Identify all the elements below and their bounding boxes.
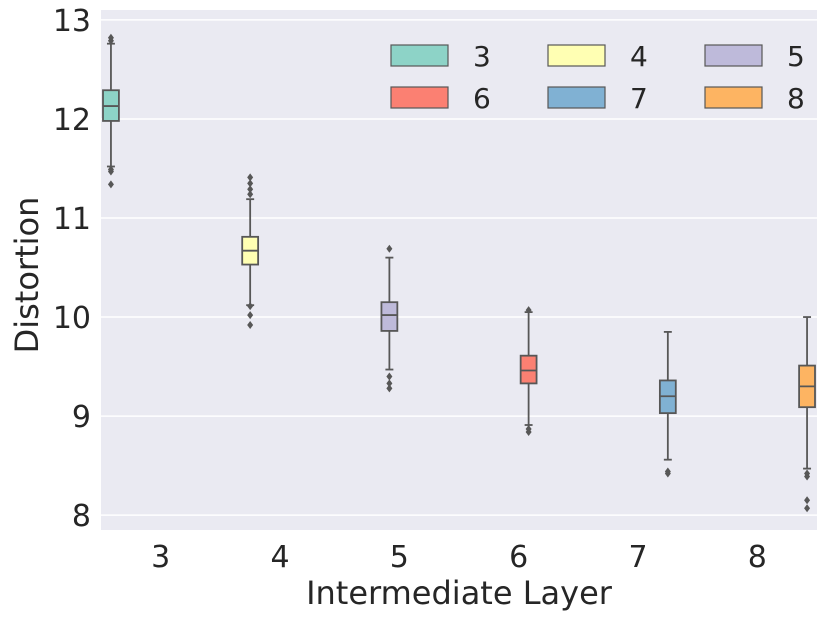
y-tick-label: 9 [72, 400, 91, 435]
box-8 [798, 316, 816, 513]
outlier-point [386, 372, 393, 381]
legend-label-3: 3 [473, 40, 491, 73]
legend-swatch-5 [704, 44, 763, 67]
y-axis-title: Distortion [8, 197, 46, 354]
x-axis-title: Intermediate Layer [306, 574, 613, 612]
box-7 [658, 331, 677, 478]
gridlines [101, 19, 817, 516]
boxes [102, 33, 816, 513]
y-tick-label: 11 [53, 202, 91, 237]
outlier-point [804, 504, 811, 513]
outlier-point [525, 306, 532, 315]
box-body [380, 301, 399, 332]
outlier-point [107, 165, 114, 174]
legend-swatch-6 [390, 86, 449, 109]
outlier-point [107, 33, 114, 42]
outlier-point [247, 311, 254, 320]
outlier-point [247, 302, 254, 311]
outlier-point [247, 173, 254, 182]
x-tick-label: 7 [628, 540, 647, 575]
outlier-point [804, 469, 811, 478]
outlier-point [386, 244, 393, 253]
y-tick-labels: 8 9 10 11 12 13 [53, 4, 91, 534]
x-tick-label: 4 [270, 540, 289, 575]
legend-swatch-4 [547, 44, 606, 67]
legend-label-5: 5 [787, 40, 805, 73]
outlier-point [386, 379, 393, 388]
outlier-point [247, 320, 254, 329]
box-6 [519, 306, 538, 436]
box-3 [102, 33, 120, 189]
legend-swatch-7 [547, 86, 606, 109]
box-body [519, 354, 538, 385]
outlier-point [247, 185, 254, 194]
outlier-point [664, 467, 671, 476]
legend-label-8: 8 [787, 82, 805, 115]
plot-area [101, 10, 817, 530]
legend-label-7: 7 [630, 82, 648, 115]
x-tick-labels: 3 4 5 6 7 8 [151, 540, 767, 575]
legend-label-6: 6 [473, 82, 491, 115]
outlier-point [804, 496, 811, 505]
x-tick-label: 8 [748, 540, 767, 575]
x-tick-label: 3 [151, 540, 170, 575]
outlier-point [247, 190, 254, 199]
outlier-point [107, 180, 114, 189]
outlier-point [525, 424, 532, 433]
legend-swatch-8 [704, 86, 763, 109]
x-tick-label: 5 [390, 540, 409, 575]
y-tick-label: 10 [53, 301, 91, 336]
y-tick-label: 8 [72, 499, 91, 534]
legend-swatch-3 [390, 44, 449, 67]
outlier-point [386, 384, 393, 393]
y-tick-label: 12 [53, 103, 91, 138]
y-tick-label: 13 [53, 4, 91, 39]
legend: 3 4 5 6 7 8 [390, 40, 805, 115]
box-4 [241, 173, 260, 329]
outlier-point [247, 179, 254, 188]
legend-label-4: 4 [630, 40, 648, 73]
x-tick-label: 6 [509, 540, 528, 575]
box-5 [380, 244, 399, 393]
